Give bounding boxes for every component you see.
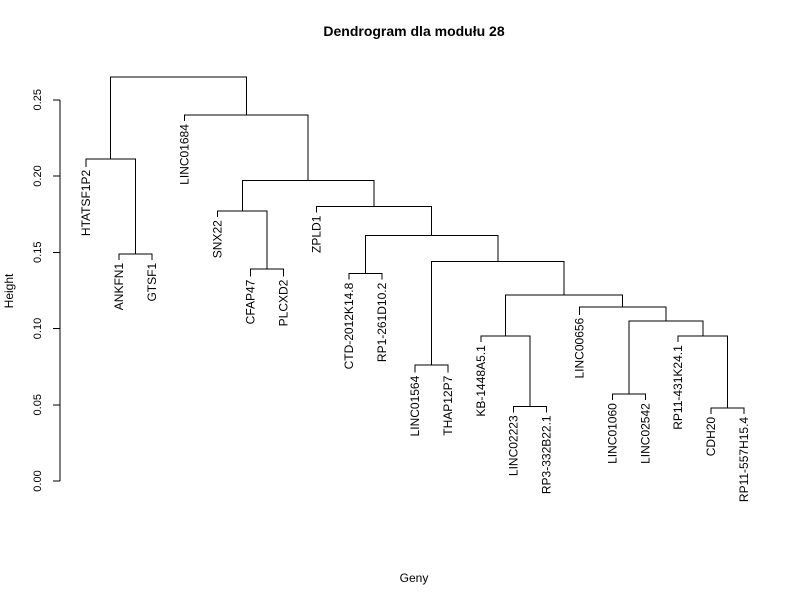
leaf-label-thap12p7: THAP12P7: [441, 375, 455, 435]
branch-m-cdh-rp11557: [710, 407, 745, 414]
leaf-label-linc01564: LINC01564: [408, 375, 422, 436]
branch-m-htatsf: [85, 158, 136, 254]
leaf-label-rp11-431k24-1: RP11-431K24.1: [671, 345, 685, 430]
branch-m-right4: [628, 320, 704, 395]
leaf-label-ankfn1: ANKFN1: [112, 263, 126, 311]
branch-m-rp11431: [677, 335, 729, 408]
branch-m-root: [110, 76, 247, 160]
branch-m-linc2223-rp3: [513, 405, 548, 413]
y-tick-label: 0.00: [32, 470, 44, 491]
branch-m-zpld: [315, 206, 433, 236]
leaf-label-rp3-332b22-1: RP3-332B22.1: [540, 415, 554, 494]
y-axis: 0.00 0.05 0.10 0.15 0.20 0.25: [32, 89, 61, 492]
leaf-label-cdh20: CDH20: [704, 417, 718, 457]
y-axis-title: Height: [2, 273, 16, 308]
leaf-label-plcxd2: PLCXD2: [276, 279, 290, 326]
leaf-label-kb-1448a5-1: KB-1448A5.1: [474, 345, 488, 417]
leaf-label-rp11-557h15-4: RP11-557H15.4: [737, 417, 751, 502]
y-tick-label: 0.05: [32, 394, 44, 415]
leaf-label-cfap47: CFAP47: [244, 279, 258, 324]
leaf-label-linc01684: LINC01684: [178, 124, 192, 185]
y-tick-label: 0.25: [32, 89, 44, 110]
branch-m-cfap-plcxd: [250, 268, 284, 277]
branch-m-linc1684: [184, 114, 309, 181]
y-tick-label: 0.10: [32, 318, 44, 339]
leaf-label-rp1-261d10-2: RP1-261D10.2: [375, 282, 389, 362]
leaf-label-linc02542: LINC02542: [638, 403, 652, 464]
branch-m-big: [430, 260, 565, 366]
branch-m-kb-656: [504, 294, 624, 337]
branch-m-snx: [217, 210, 268, 270]
leaf-label-gtsf1: GTSF1: [145, 263, 159, 302]
y-tick-label: 0.15: [32, 242, 44, 263]
leaf-label-htatsf1p2: HTATSF1P2: [79, 170, 93, 237]
dendrogram-branches: [85, 76, 745, 414]
branch-m-linc1564-thap: [414, 364, 449, 373]
x-axis-title: Geny: [400, 571, 429, 585]
leaf-label-linc01060: LINC01060: [605, 403, 619, 464]
branch-m-ctd-rp1: [348, 273, 383, 280]
branch-m-linc1060-2542: [611, 393, 646, 401]
leaf-label-linc00656: LINC00656: [573, 317, 587, 378]
chart-title: Dendrogram dla modułu 28: [323, 23, 504, 39]
branch-m-ankfn-gtsf: [118, 253, 153, 260]
leaf-label-ctd-2012k14-8: CTD-2012K14.8: [342, 282, 356, 369]
leaf-labels: HTATSF1P2 ANKFN1 GTSF1 LINC01684 SNX22 CFAP47…: [79, 124, 751, 502]
branch-m-linc656: [579, 306, 667, 321]
leaf-label-zpld1: ZPLD1: [309, 215, 323, 253]
y-tick-label: 0.20: [32, 165, 44, 186]
leaf-label-snx22: SNX22: [211, 220, 225, 258]
leaf-label-linc02223: LINC02223: [507, 415, 521, 476]
branch-m-kb: [480, 335, 531, 407]
